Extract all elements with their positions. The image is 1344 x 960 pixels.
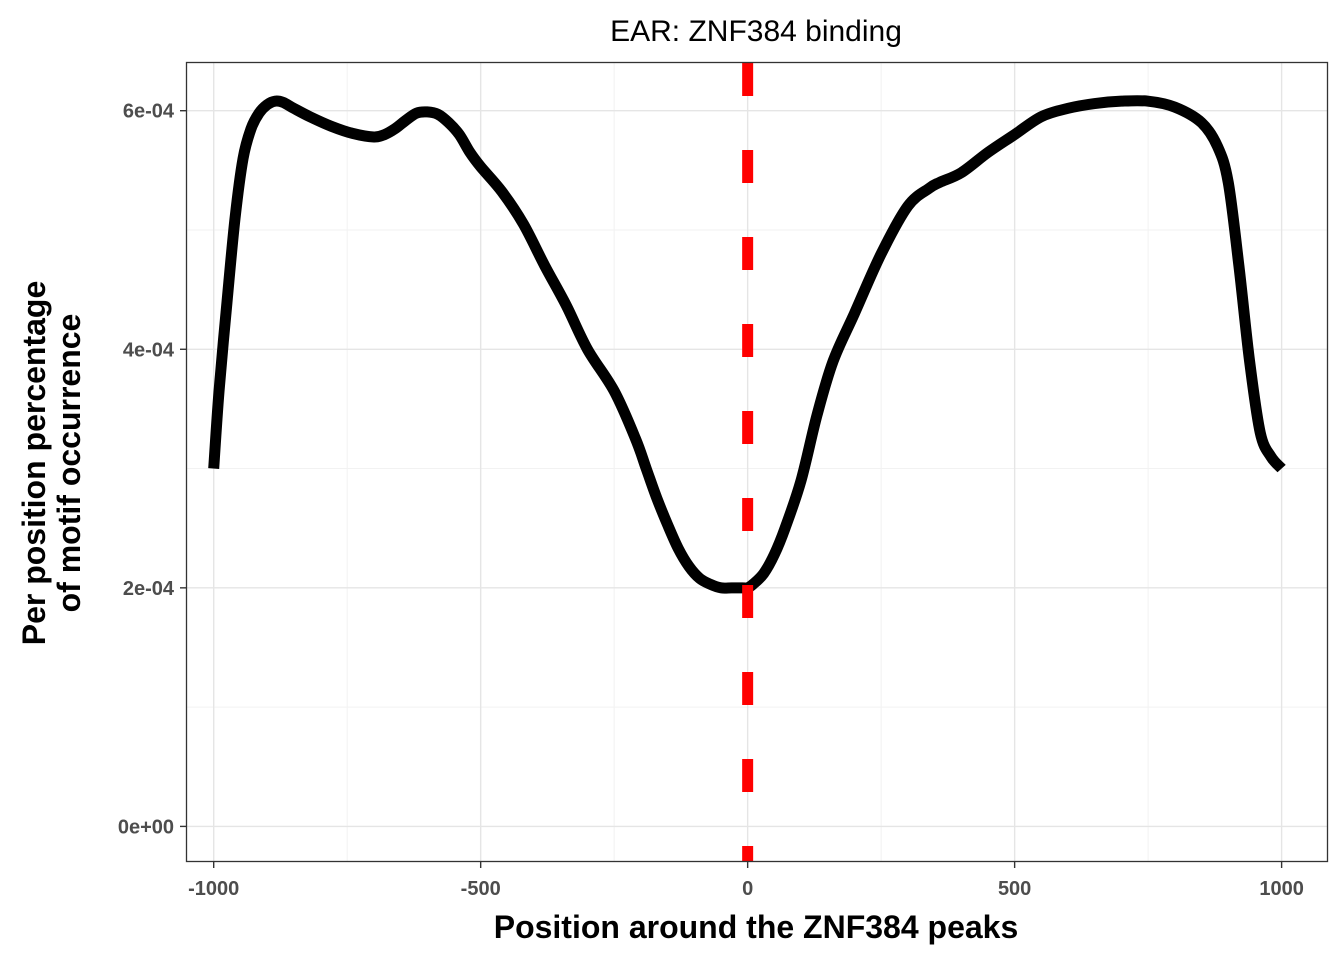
y-tick-label: 2e-04	[123, 578, 175, 600]
series-line	[208, 95, 1286, 594]
plot-panel-border	[185, 61, 1329, 863]
x-axis-title: Position around the ZNF384 peaks	[494, 909, 1019, 945]
y-tick-label: 4e-04	[123, 339, 175, 361]
y-axis-title-line-2: of motif occurrence	[51, 314, 87, 613]
chart-title: EAR: ZNF384 binding	[610, 15, 902, 48]
y-tick-label: 0e+00	[118, 816, 174, 838]
axes: -1000 -500 0 500 1000 0e+00 2e-04 4e-04 6e-04	[118, 101, 1304, 900]
x-tick-label: -1000	[188, 878, 239, 900]
series-layer	[208, 63, 1286, 861]
x-tick-label: -500	[461, 878, 501, 900]
x-tick-label: 1000	[1259, 878, 1304, 900]
x-tick-label: 0	[742, 878, 753, 900]
x-tick-label: 500	[998, 878, 1031, 900]
y-tick-label: 6e-04	[123, 101, 175, 123]
y-axis-title-line-1: Per position percentage	[16, 281, 52, 646]
